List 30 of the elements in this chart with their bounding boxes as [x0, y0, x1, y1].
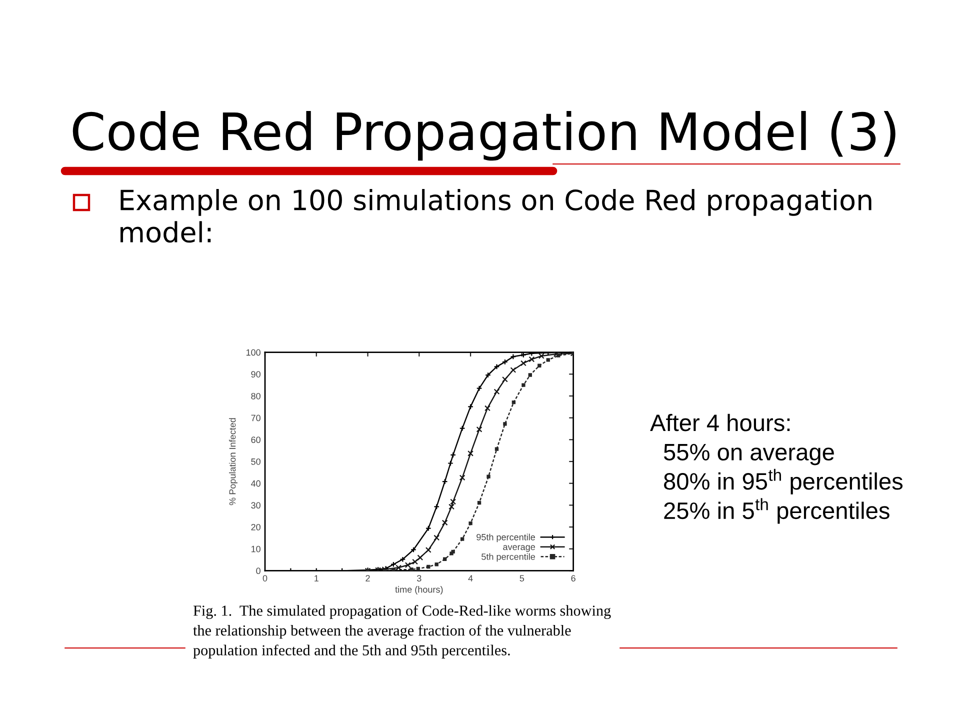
y-tick-label: 10	[251, 546, 260, 552]
text: 25% in 5$^{th}$ percentiles	[664, 498, 890, 524]
legend-label: 95th percentile	[476, 534, 535, 542]
y-tick-label: 100	[246, 349, 260, 356]
y-tick-label: 40	[251, 480, 260, 487]
x-tick-label: 1	[314, 575, 318, 582]
legend-label: average	[503, 545, 535, 552]
y-tick-label: 50	[251, 458, 260, 465]
caption: Fig. 1. The simulated propagation of Code-Red-like worms showing the relationship between the average fraction of the vulnerable population infected and the 5th and 95th percentiles.	[193, 605, 611, 658]
x-tick-label: 4	[468, 575, 473, 582]
text: 80% in 95$^{th}$ percentiles	[664, 468, 903, 494]
y-axis-title: % Population Infected	[229, 418, 238, 506]
x-tick-label: 6	[571, 575, 576, 582]
x-tick-label: 0	[262, 575, 268, 582]
x-tick-label: 3	[416, 575, 422, 582]
y-tick-label: 60	[251, 436, 260, 444]
y-tick-label: 20	[251, 524, 260, 530]
y-tick-label: 0	[256, 568, 260, 574]
chart-subtitle: Example on 100 simulations on Code Red propagation model:	[120, 189, 872, 243]
x-tick-label: 2	[366, 575, 370, 582]
legend-label: 5th percentile	[482, 553, 535, 562]
y-tick-label: 70	[251, 414, 260, 422]
y-tick-label: 30	[251, 502, 260, 509]
x-tick-label: 5	[520, 575, 524, 582]
y-tick-label: 90	[251, 371, 260, 378]
text: After 4 hours:	[650, 414, 790, 432]
text: 55% on average	[664, 444, 834, 466]
chart-title: Code Red Propagation Model (3)	[72, 110, 896, 161]
x-axis-title: time (hours)	[395, 586, 443, 594]
y-tick-label: 80	[251, 392, 260, 400]
